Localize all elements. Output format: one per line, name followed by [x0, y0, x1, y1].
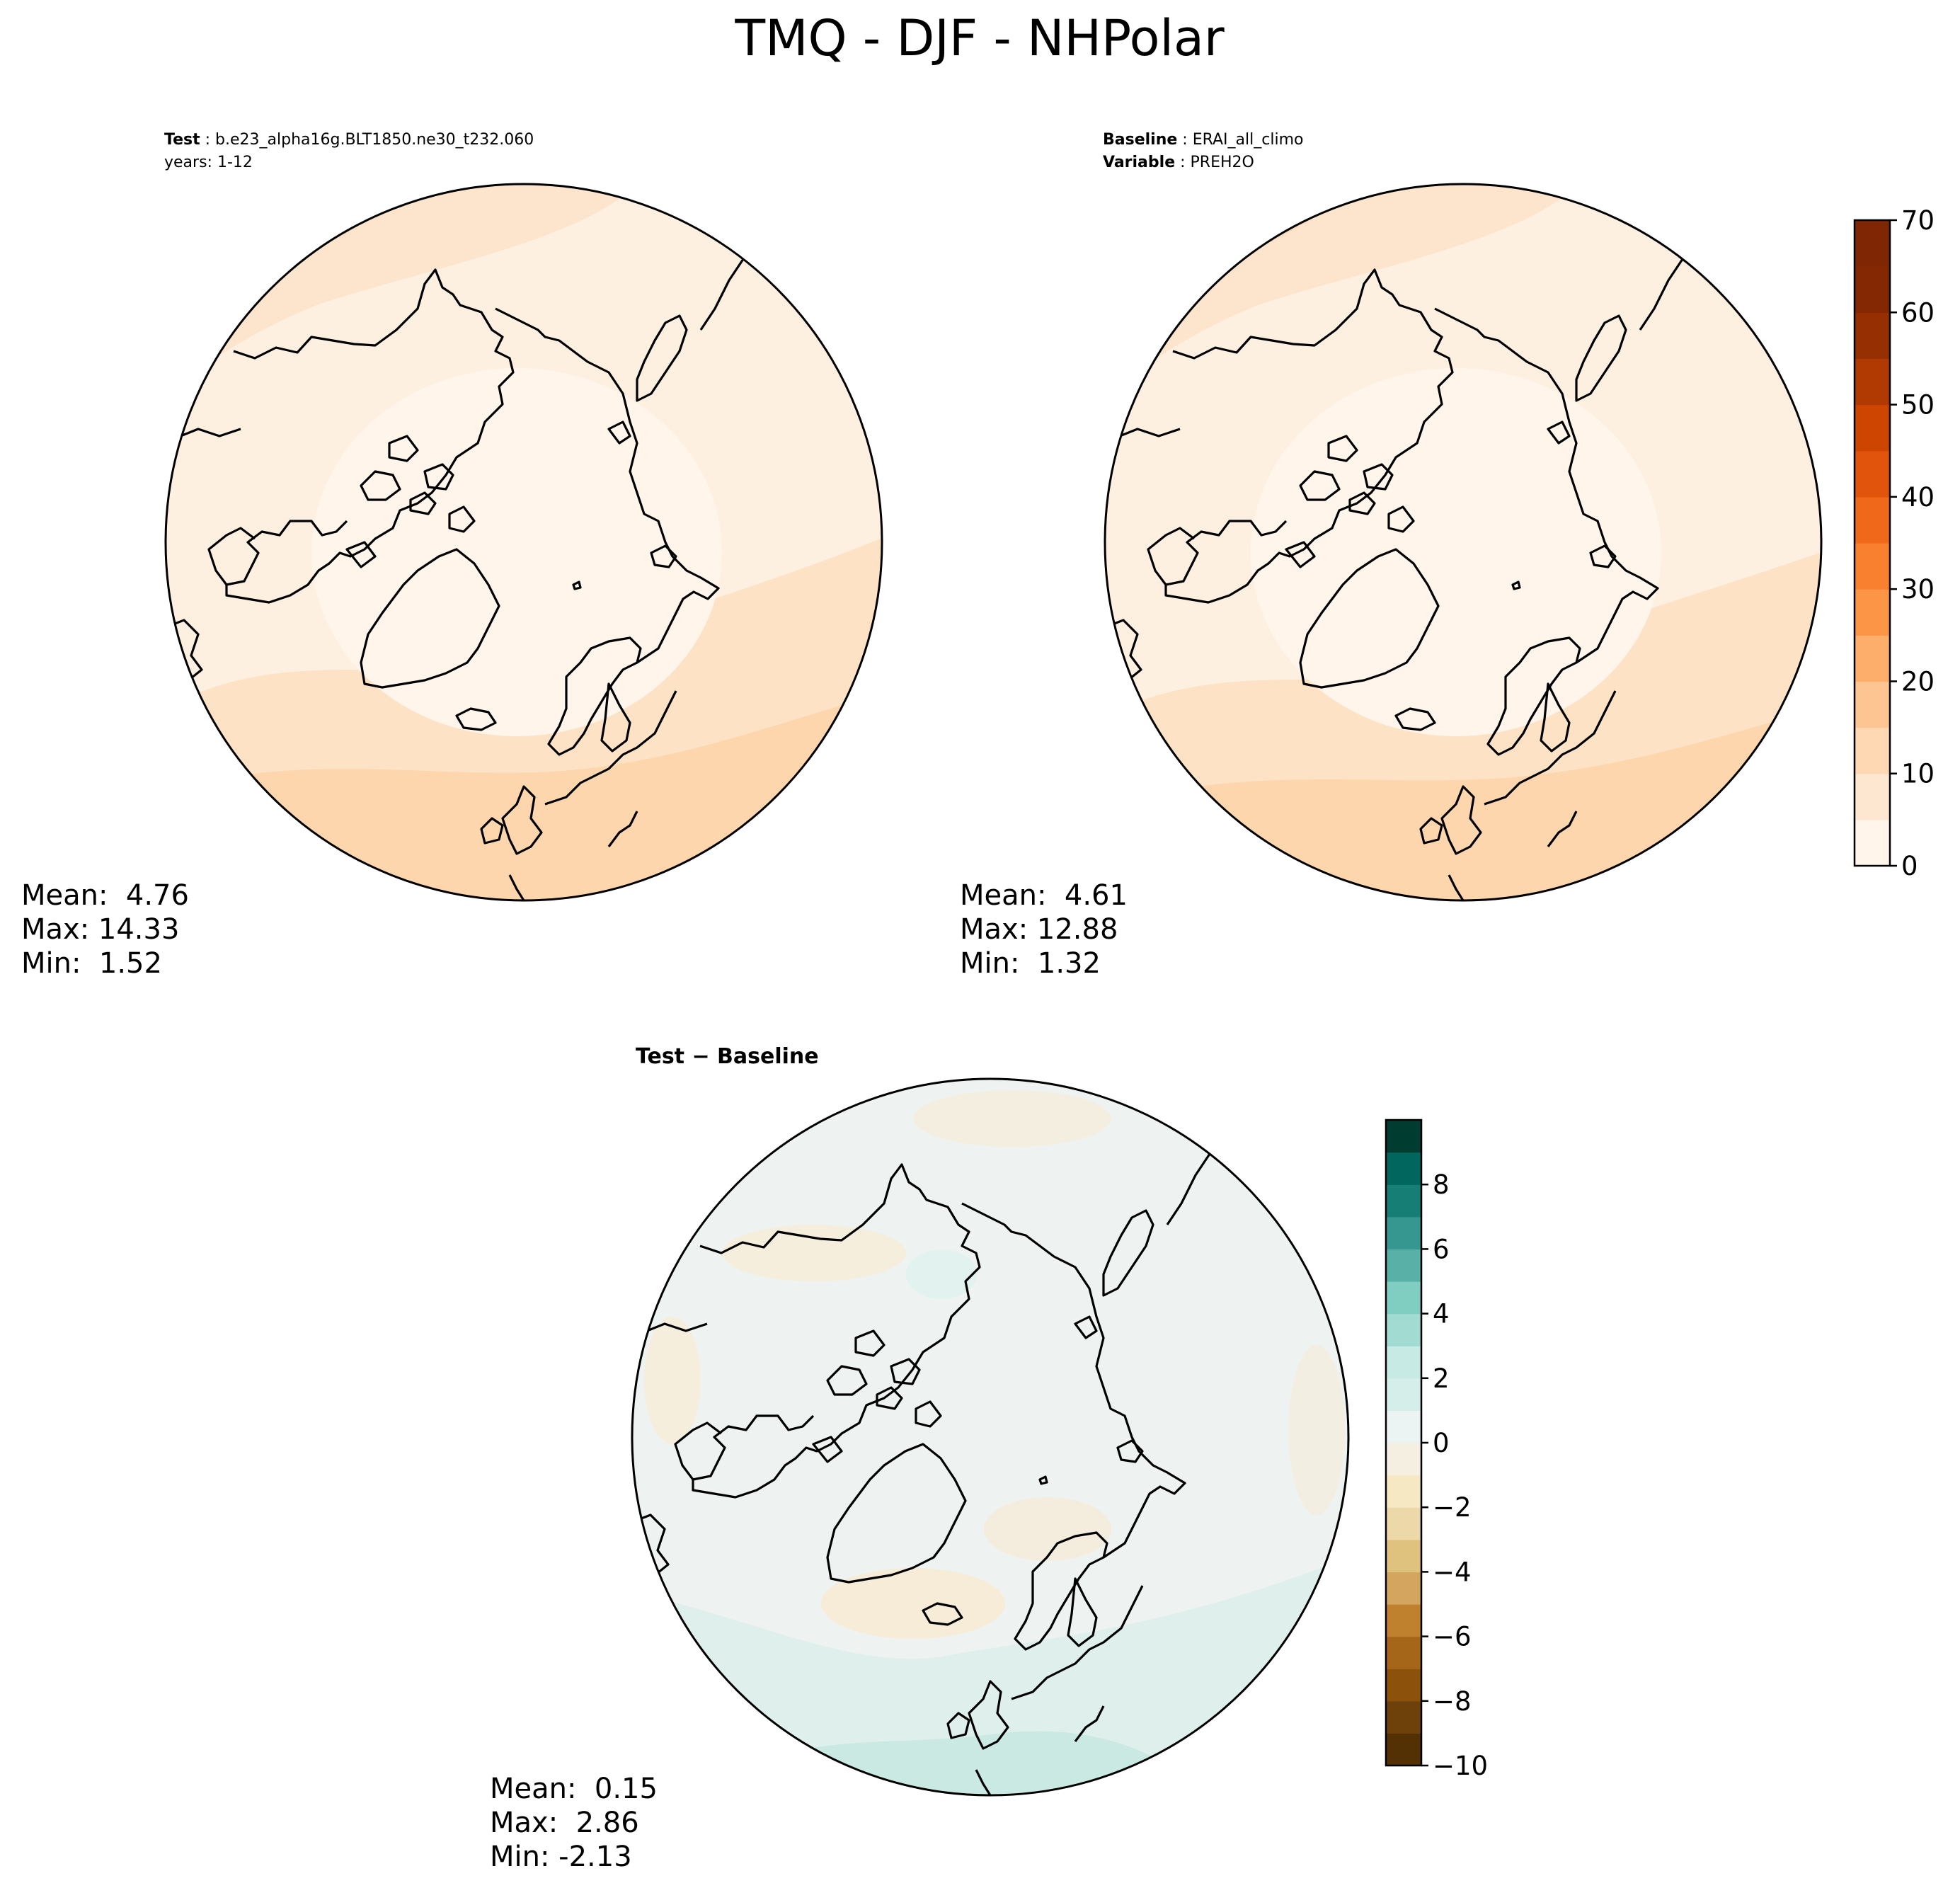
colorbar-segment: [1386, 1184, 1421, 1218]
colorbar-segment: [1386, 1636, 1421, 1669]
difference-stat-mean: Mean: 0.15: [490, 1773, 658, 1805]
difference-stat-max: Max: 2.86: [490, 1807, 639, 1839]
figure-title: TMQ - DJF - NHPolar: [734, 9, 1224, 67]
baseline-map-boundary: [1104, 183, 1823, 902]
colorbar-tick-label: 6: [1433, 1234, 1450, 1264]
difference-title: Test − Baseline: [636, 1044, 819, 1069]
colorbar-tick-label: −10: [1433, 1751, 1488, 1781]
colorbar-segment: [1386, 1281, 1421, 1315]
colorbar-tick-label: 8: [1433, 1169, 1450, 1200]
baseline-label-line2: Variable : PREH2O: [1103, 154, 1254, 171]
panel-difference: Test − Baseline Mean: 0.15 Max: 2.86 Min…: [490, 1044, 1488, 1873]
colorbar-segment: [1855, 543, 1890, 590]
colorbar-segment: [1386, 1410, 1421, 1443]
panel-baseline: Baseline : ERAI_all_climo Variable : PRE…: [960, 131, 1935, 980]
colorbar-tick-label: 30: [1901, 574, 1935, 605]
baseline-stat-min: Min: 1.32: [960, 947, 1101, 980]
colorbar-segment: [1386, 1539, 1421, 1572]
colorbar-segment: [1386, 1346, 1421, 1379]
baseline-stat-mean: Mean: 4.61: [960, 879, 1128, 912]
colorbar-segment: [1855, 358, 1890, 406]
colorbar-segment: [1855, 312, 1890, 360]
colorbar-tick-label: 0: [1433, 1428, 1450, 1458]
test-stat-min: Min: 1.52: [21, 947, 162, 980]
colorbar-segment: [1855, 496, 1890, 544]
colorbar-segment: [1386, 1604, 1421, 1637]
test-map-boundary: [164, 183, 883, 902]
difference-map-boundary: [631, 1077, 1350, 1797]
colorbar-segment: [1386, 1216, 1421, 1249]
colorbar-tick-label: 50: [1901, 390, 1935, 420]
difference-map-field: [632, 1079, 1348, 1795]
colorbar-segment: [1386, 1475, 1421, 1508]
colorbar-tick-label: 40: [1901, 482, 1935, 513]
colorbar-segment: [1855, 681, 1890, 728]
colorbar-segment: [1386, 1572, 1421, 1605]
colorbar-segment: [1855, 589, 1890, 636]
colorbar-segment: [1386, 1669, 1421, 1702]
colorbar-segment: [1386, 1507, 1421, 1540]
colorbar-segment: [1386, 1733, 1421, 1766]
colorbar-tick-label: −8: [1433, 1686, 1472, 1717]
colorbar-segment: [1386, 1700, 1421, 1734]
colorbar-segment: [1855, 727, 1890, 774]
colorbar-segment: [1386, 1378, 1421, 1411]
colorbar-tick-label: 0: [1901, 851, 1918, 881]
colorbar-tick-label: −4: [1433, 1557, 1472, 1587]
test-label-line2: years: 1-12: [164, 154, 253, 171]
colorbar-segment: [1386, 1249, 1421, 1282]
colorbar-segment: [1855, 819, 1890, 866]
colorbar-segment: [1855, 404, 1890, 452]
colorbar-segment: [1855, 450, 1890, 498]
baseline-map-field: [1105, 184, 1821, 900]
test-label-line1: Test : b.e23_alpha16g.BLT1850.ne30_t232.…: [164, 131, 534, 149]
colorbar-segment: [1855, 266, 1890, 313]
colorbar-tick-label: 60: [1901, 297, 1935, 328]
colorbar-segment: [1855, 635, 1890, 682]
colorbar-tick-label: 4: [1433, 1299, 1450, 1329]
colorbar-segment: [1386, 1443, 1421, 1476]
panel-test: Test : b.e23_alpha16g.BLT1850.ne30_t232.…: [21, 131, 883, 980]
colorbar-segment: [1386, 1313, 1421, 1346]
test-map-field: [166, 184, 882, 900]
colorbar-tick-label: 10: [1901, 759, 1935, 789]
colorbar-segment: [1855, 220, 1890, 267]
colorbar-frame: [1853, 219, 1891, 867]
colorbar-tick-label: −6: [1433, 1622, 1472, 1652]
difference-colorbar: −10 −8 −6 −4 −2 0 2 4 6 8: [1385, 1119, 1488, 1781]
colorbar-tick-label: 2: [1433, 1363, 1450, 1394]
baseline-stat-max: Max: 12.88: [960, 913, 1118, 946]
test-stat-mean: Mean: 4.76: [21, 879, 189, 912]
colorbar-segment: [1386, 1120, 1421, 1153]
colorbar-tick-label: 20: [1901, 666, 1935, 697]
baseline-label-line1: Baseline : ERAI_all_climo: [1103, 131, 1303, 149]
baseline-colorbar: 0 10 20 30 40 50 60 70: [1853, 205, 1935, 881]
test-stat-max: Max: 14.33: [21, 913, 179, 946]
difference-stat-min: Min: -2.13: [490, 1841, 632, 1873]
colorbar-tick-label: −2: [1433, 1492, 1472, 1523]
colorbar-tick-label: 70: [1901, 205, 1935, 236]
colorbar-segment: [1855, 773, 1890, 820]
colorbar-segment: [1386, 1152, 1421, 1185]
